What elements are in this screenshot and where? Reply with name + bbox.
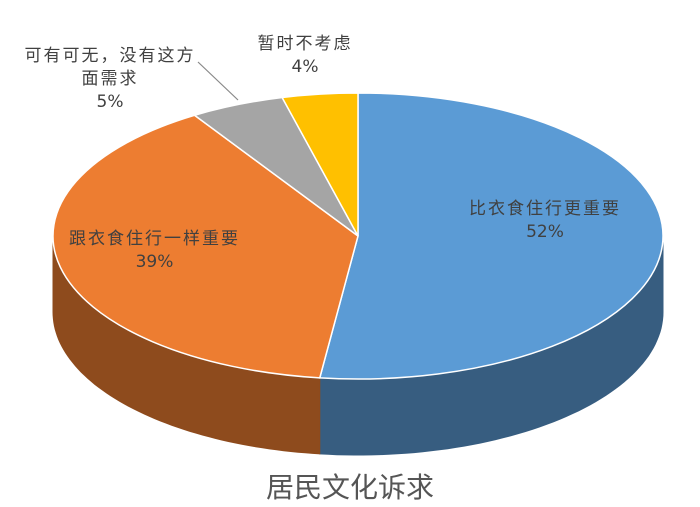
- category-label: 暂时不考虑: [257, 34, 353, 54]
- value-label: 4%: [291, 57, 319, 77]
- category-label: 可有可无，没有这方面需求: [24, 46, 196, 89]
- pie-slice: [318, 92, 664, 380]
- slice-label: 暂时不考虑 4%: [250, 33, 360, 79]
- pie-slice: [280, 92, 359, 237]
- value-label: 52%: [526, 222, 564, 242]
- category-label: 比衣食住行更重要: [469, 199, 621, 219]
- slice-label: 可有可无，没有这方面需求 5%: [20, 45, 200, 114]
- value-label: 39%: [135, 252, 174, 272]
- category-label: 跟衣食住行一样重要: [69, 229, 240, 249]
- chart-title: 居民文化诉求: [265, 471, 434, 504]
- slice-label: 跟衣食住行一样重要 39%: [62, 228, 247, 274]
- value-label: 5%: [96, 92, 124, 112]
- leader-line: [197, 61, 239, 101]
- slice-label: 比衣食住行更重要 52%: [455, 198, 635, 244]
- pie-slice: [52, 114, 359, 379]
